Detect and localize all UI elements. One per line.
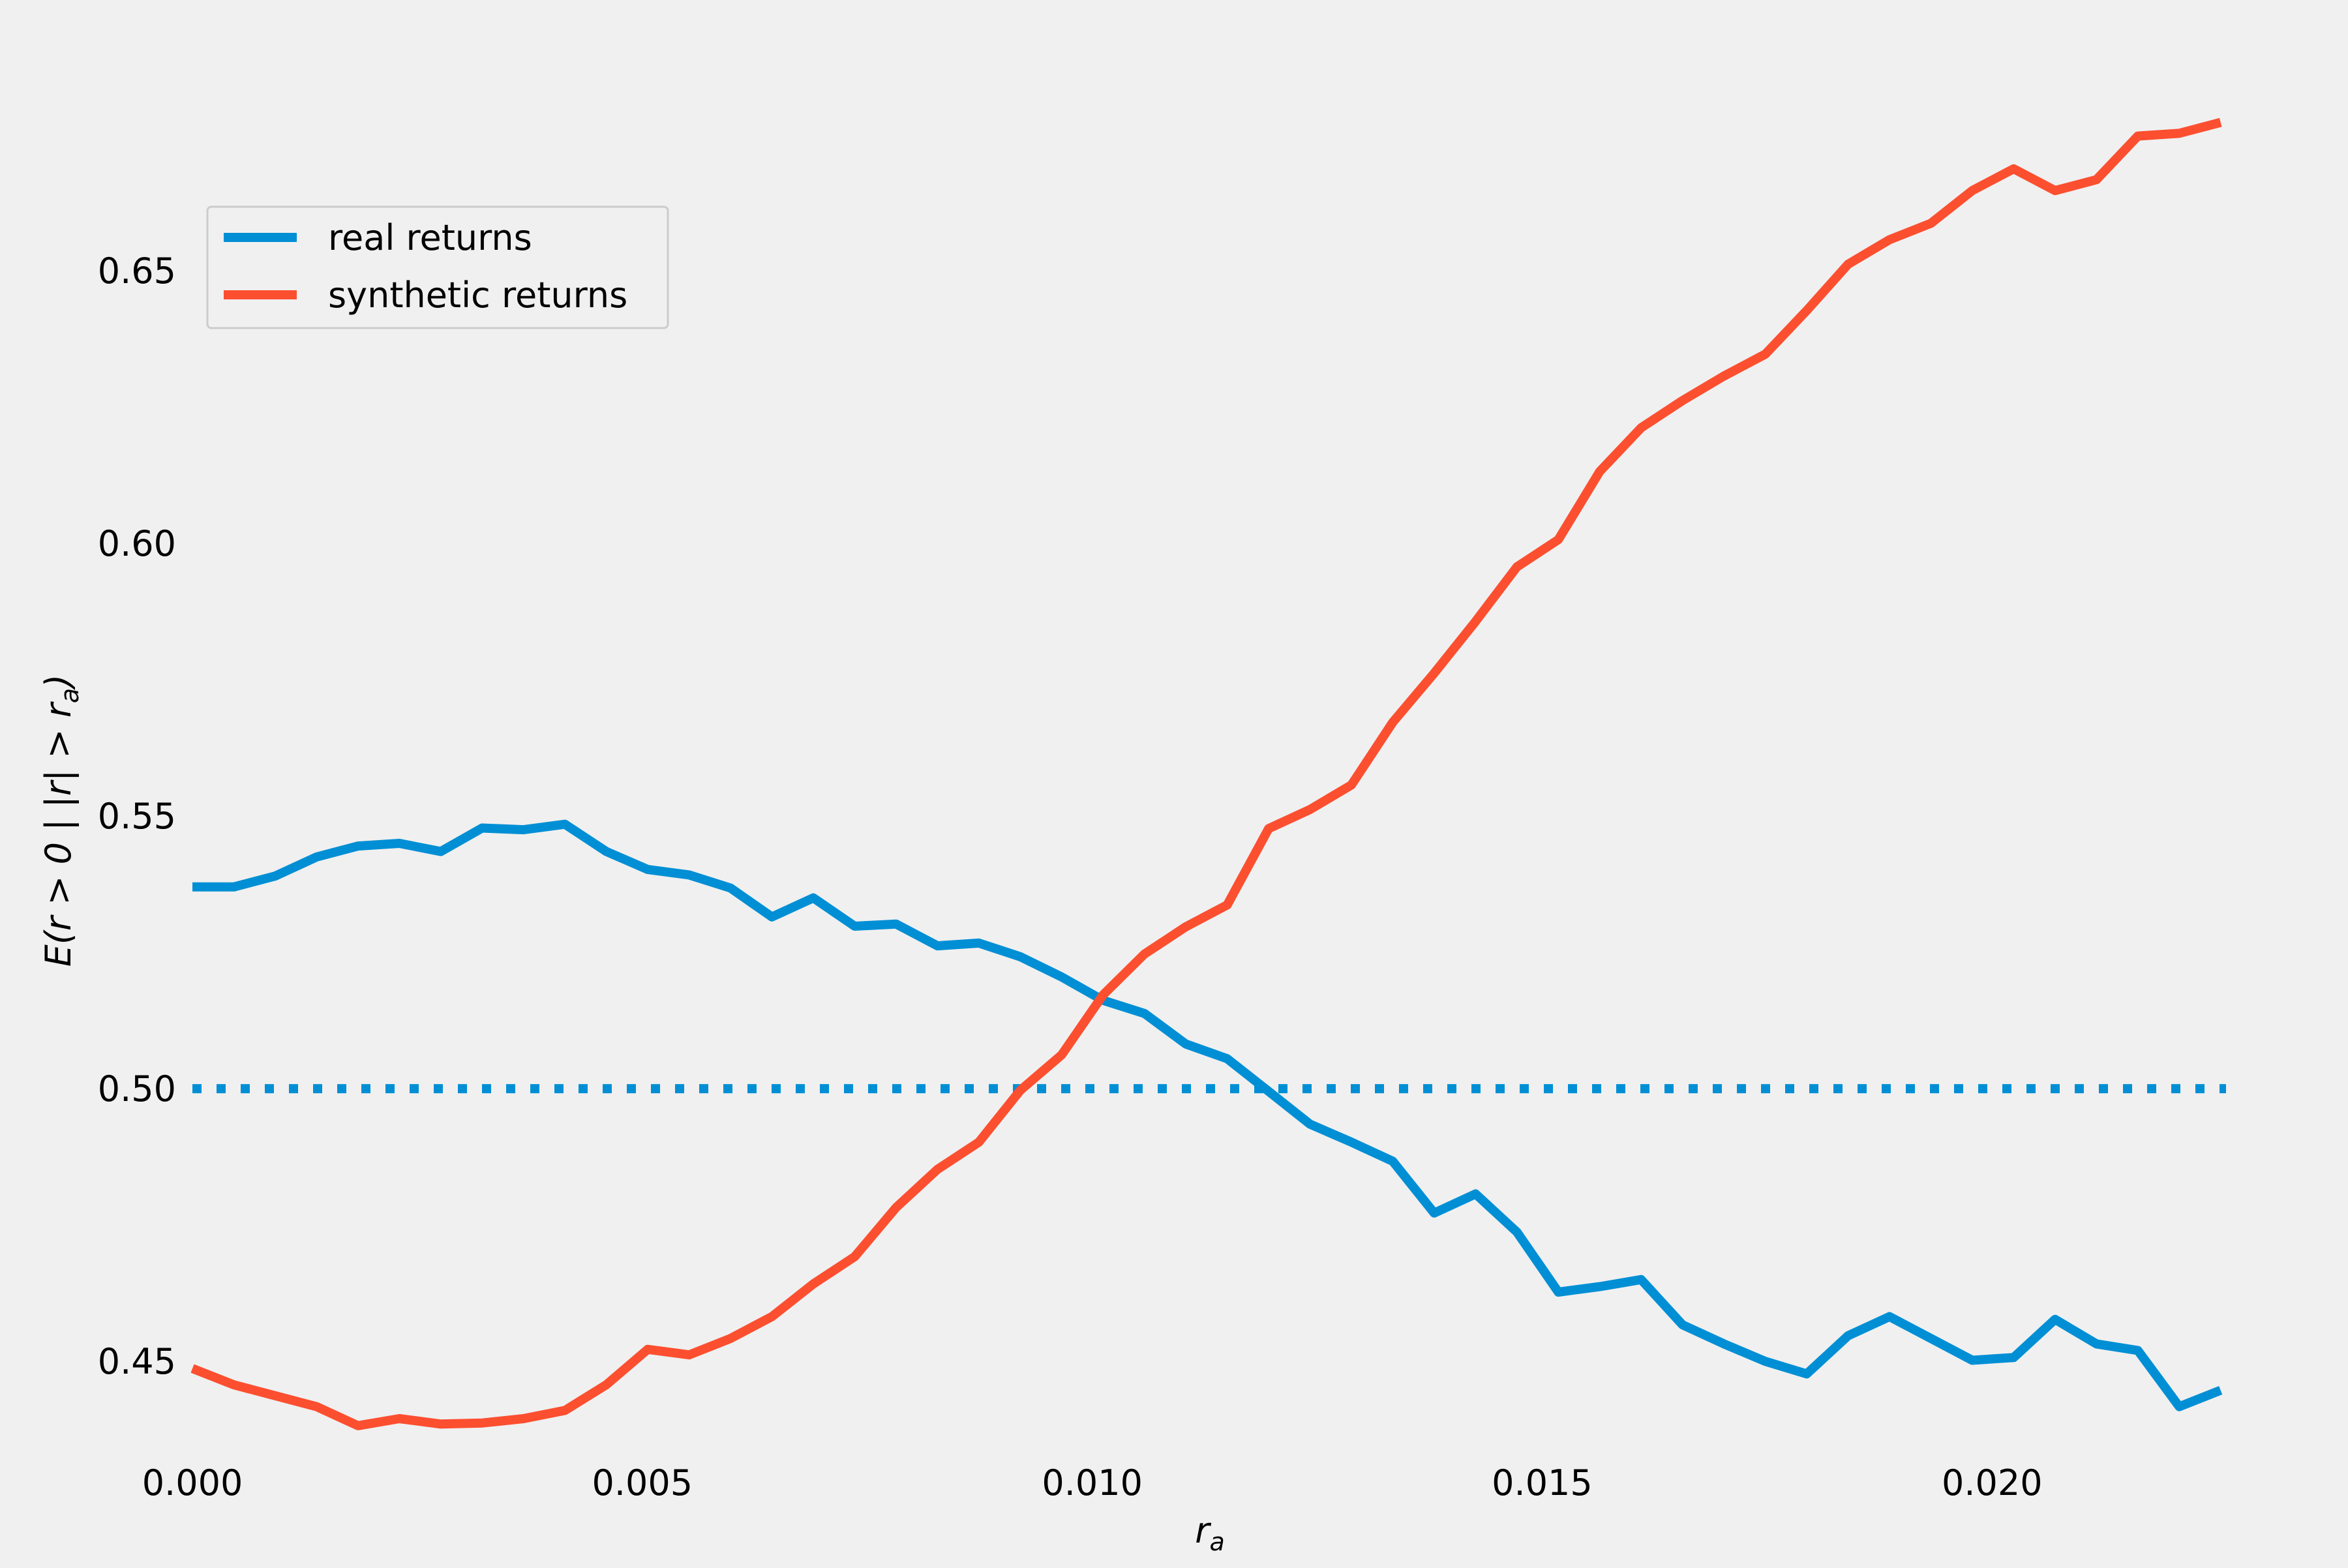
y-tick-label: 0.50 [98, 1068, 176, 1109]
plot-area [190, 117, 2226, 1430]
legend: real returns synthetic returns [206, 205, 669, 329]
x-tick-label: 0.005 [592, 1462, 693, 1503]
series-line-synthetic-returns [190, 117, 2222, 1430]
x-tick-label: 0.020 [1942, 1462, 2043, 1503]
legend-box [206, 205, 669, 329]
y-tick-label: 0.55 [98, 796, 176, 837]
legend-label-synthetic: synthetic returns [328, 275, 627, 316]
x-tick-label: 0.010 [1042, 1462, 1143, 1503]
y-tick-label: 0.45 [98, 1341, 176, 1382]
legend-label-real: real returns [328, 217, 532, 258]
x-tick-label: 0.000 [142, 1462, 243, 1503]
x-tick-label: 0.015 [1492, 1462, 1593, 1503]
y-tick-label: 0.60 [98, 523, 176, 564]
y-axis-label: E(r > 0 | |r| > ra) [38, 674, 84, 967]
y-tick-label: 0.65 [98, 250, 176, 292]
series-line-real-returns [192, 819, 2223, 1411]
tick-labels: 0.000 0.005 0.010 0.015 0.020 0.45 0.50 0.55 0.6… [98, 250, 2043, 1503]
